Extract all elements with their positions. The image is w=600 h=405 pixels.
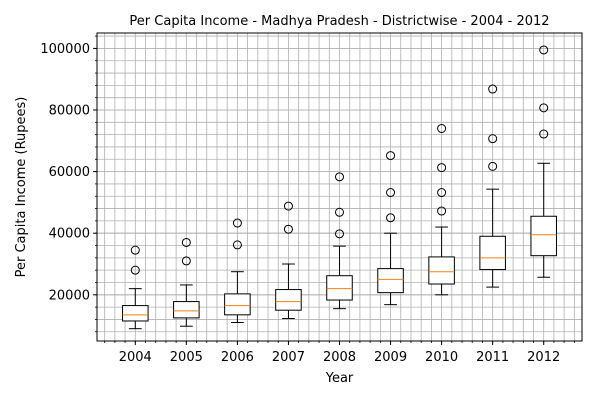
outlier-point (130, 265, 140, 275)
iqr-box (377, 268, 404, 294)
outlier-point (437, 206, 447, 216)
outlier-point (539, 45, 549, 55)
outlier-point (488, 161, 498, 171)
chart-title: Per Capita Income - Madhya Pradesh - Dis… (129, 14, 549, 29)
outlier-point (539, 103, 549, 113)
x-tick-label: 2010 (425, 350, 458, 365)
iqr-box (326, 275, 353, 301)
iqr-box (479, 235, 506, 271)
box-2011 (479, 84, 506, 288)
y-tick-label: 80000 (49, 104, 90, 119)
box-2008 (326, 172, 353, 310)
box-2010 (428, 123, 455, 296)
iqr-box (122, 305, 149, 322)
outlier-point (335, 229, 344, 239)
outlier-point (335, 207, 344, 217)
y-tick-label: 60000 (49, 165, 90, 180)
outlier-point (130, 245, 140, 255)
y-tick-label: 100000 (40, 42, 90, 57)
box-layer (122, 45, 557, 330)
iqr-box (428, 256, 455, 285)
iqr-box (530, 215, 557, 257)
x-tick-label: 2005 (170, 350, 203, 365)
outlier-point (488, 84, 498, 94)
outlier-point (283, 224, 293, 234)
x-tick-label: 2012 (527, 350, 560, 365)
axis-layer: 20000 40000 60000 80000 100000 2004 2005 2006 20… (40, 35, 575, 365)
x-tick-label: 2008 (323, 350, 356, 365)
box-2005 (173, 237, 200, 327)
x-tick-label: 2004 (119, 350, 152, 365)
outlier-point (335, 172, 344, 182)
outlier-point (437, 123, 447, 133)
box-2012 (530, 45, 557, 278)
iqr-box (275, 289, 302, 311)
x-tick-label: 2007 (272, 350, 305, 365)
iqr-box (173, 301, 200, 319)
y-tick-label: 40000 (49, 227, 90, 242)
iqr-box (224, 293, 251, 316)
outlier-point (386, 213, 396, 223)
x-tick-label: 2011 (476, 350, 509, 365)
box-2009 (377, 151, 404, 306)
outlier-point (386, 151, 396, 161)
x-tick-label: 2006 (221, 350, 254, 365)
box-2007 (275, 201, 302, 320)
outlier-point (488, 134, 498, 144)
outlier-point (232, 218, 242, 228)
outlier-point (386, 188, 396, 198)
y-axis-label: Per Capita Income (Rupees) (14, 97, 29, 278)
y-tick-label: 20000 (49, 288, 90, 303)
outlier-point (437, 188, 447, 198)
outlier-point (539, 129, 549, 139)
outlier-point (437, 163, 447, 173)
outlier-point (181, 237, 191, 247)
x-tick-label: 2009 (374, 350, 407, 365)
outlier-point (232, 240, 242, 250)
box-2004 (122, 245, 149, 330)
x-axis-label: Year (325, 371, 354, 386)
outlier-point (181, 256, 191, 266)
box-2006 (224, 218, 251, 324)
outlier-point (283, 201, 293, 211)
